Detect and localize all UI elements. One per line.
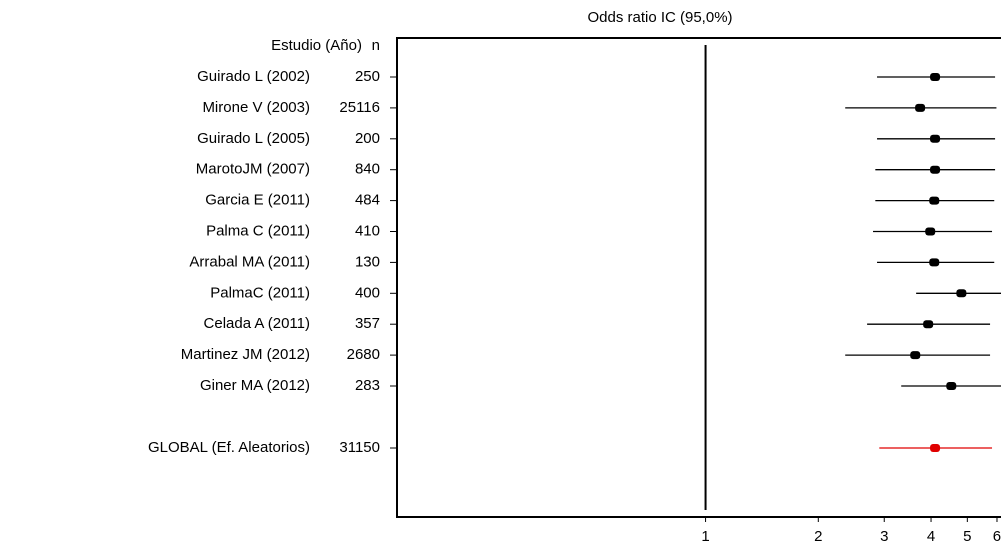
study-label: Guirado L (2002) <box>197 68 310 85</box>
n-label: 200 <box>355 130 380 147</box>
point-estimate <box>910 351 921 360</box>
n-label: 283 <box>355 377 380 394</box>
study-label: PalmaC (2011) <box>210 284 310 301</box>
study-label: Arrabal MA (2011) <box>189 253 310 270</box>
chart-title: Odds ratio IC (95,0%) <box>587 9 732 26</box>
n-header: n <box>372 37 380 54</box>
point-estimate <box>930 134 941 143</box>
x-tick-label: 1 <box>701 528 709 545</box>
study-label: MarotoJM (2007) <box>196 161 310 178</box>
n-label: 2680 <box>347 346 380 363</box>
n-label: 840 <box>355 161 380 178</box>
study-label: Palma C (2011) <box>206 222 310 239</box>
study-label: Mirone V (2003) <box>202 99 310 116</box>
x-tick-label: 4 <box>927 528 935 545</box>
point-estimate <box>923 320 934 329</box>
point-estimate <box>930 73 941 81</box>
study-label: Giner MA (2012) <box>200 377 310 394</box>
point-estimate <box>929 258 940 267</box>
point-estimate <box>915 103 926 112</box>
study-label: Garcia E (2011) <box>205 192 310 209</box>
x-tick-label: 2 <box>814 528 822 545</box>
n-label: 357 <box>355 315 380 332</box>
x-tick-label: 3 <box>880 528 888 545</box>
n-label: 410 <box>355 222 380 239</box>
study-label: Guirado L (2005) <box>197 130 310 147</box>
n-label: 400 <box>355 284 380 301</box>
point-estimate <box>930 444 941 452</box>
n-label: 250 <box>355 68 380 85</box>
x-tick-label: 6 <box>993 528 1001 545</box>
study-label: Martinez JM (2012) <box>181 346 310 363</box>
plot-frame <box>396 37 1001 518</box>
n-label: 130 <box>355 253 380 270</box>
point-estimate <box>930 165 941 174</box>
n-label: 31150 <box>339 439 380 456</box>
study-label: Celada A (2011) <box>204 315 310 332</box>
point-estimate <box>925 227 936 236</box>
point-estimate <box>946 382 957 390</box>
point-estimate <box>956 289 967 298</box>
study-label: GLOBAL (Ef. Aleatorios) <box>148 439 310 456</box>
x-tick-label: 5 <box>963 528 971 545</box>
n-label: 25116 <box>339 99 380 116</box>
study-header: Estudio (Año) <box>271 37 362 54</box>
n-label: 484 <box>355 192 380 209</box>
point-estimate <box>929 196 940 205</box>
